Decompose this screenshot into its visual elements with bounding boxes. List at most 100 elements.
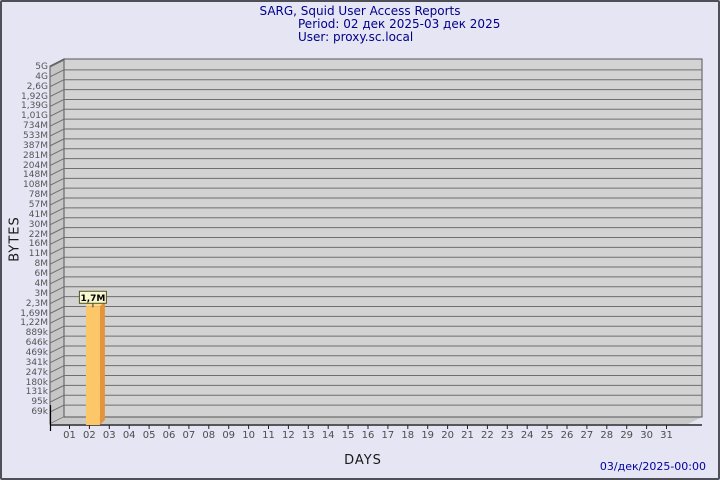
y-tick-mark — [49, 404, 65, 413]
y-tick-label: 95k — [31, 397, 48, 408]
y-tick-mark — [49, 98, 65, 107]
y-tick-mark — [49, 158, 65, 167]
y-tick-label: 30M — [28, 219, 48, 230]
x-tick-label: 11 — [262, 430, 275, 441]
y-tick-mark — [49, 296, 65, 305]
y-tick-mark — [49, 315, 65, 324]
y-tick-mark — [49, 306, 65, 314]
x-tick-label: 08 — [202, 430, 216, 441]
bar-day-02 — [85, 306, 100, 425]
x-tick-label: 17 — [381, 430, 395, 441]
y-tick-mark — [49, 69, 65, 78]
y-tick-mark — [49, 79, 65, 88]
y-tick-label: 533M — [23, 131, 48, 142]
y-tick-mark — [49, 177, 65, 186]
y-tick-label: 2,3M — [25, 298, 48, 309]
y-tick-mark — [49, 335, 65, 344]
y-tick-label: 1,22M — [20, 318, 48, 329]
x-tick-label: 27 — [580, 430, 594, 441]
y-tick-label: 1,39G — [20, 101, 48, 112]
chart-period: Period: 02 дек 2025-03 дек 2025 — [298, 17, 501, 31]
y-tick-label: 11M — [28, 249, 48, 260]
chart-title: SARG, Squid User Access Reports — [259, 4, 461, 18]
x-tick-label: 03 — [102, 430, 116, 441]
x-tick-label: 01 — [63, 430, 76, 441]
x-tick-label: 04 — [122, 430, 136, 441]
y-tick-label: 131k — [25, 387, 48, 398]
x-tick-label: 12 — [282, 430, 295, 441]
y-tick-mark — [49, 207, 65, 216]
x-tick-label: 02 — [83, 430, 96, 441]
x-tick-label: 30 — [640, 430, 653, 441]
generation-timestamp: 03/дек/2025-00:00 — [599, 460, 706, 473]
x-tick-label: 25 — [540, 430, 554, 441]
x-tick-label: 07 — [182, 430, 196, 441]
x-tick-label: 18 — [401, 430, 415, 441]
x-tick-label: 09 — [222, 430, 236, 441]
bar-value-box — [78, 290, 107, 304]
y-tick-label: 69k — [31, 407, 48, 418]
y-tick-label: 6M — [34, 269, 49, 280]
y-tick-mark — [49, 256, 65, 265]
y-tick-label: 204M — [23, 160, 48, 171]
y-tick-label: 281M — [23, 150, 48, 161]
y-tick-mark — [49, 89, 65, 98]
y-tick-mark — [49, 148, 65, 157]
x-tick-label: 15 — [341, 430, 355, 441]
y-tick-label: 22M — [28, 229, 48, 240]
y-tick-label: 1,92G — [20, 91, 48, 102]
y-tick-label: 646k — [25, 338, 48, 349]
y-tick-mark — [49, 197, 65, 206]
x-tick-label: 13 — [301, 430, 315, 441]
x-tick-label: 23 — [500, 430, 514, 441]
x-tick-label: 16 — [361, 430, 375, 441]
x-tick-label: 21 — [461, 430, 474, 441]
x-tick-label: 20 — [441, 430, 454, 441]
y-tick-label: 3M — [34, 288, 49, 299]
y-axis-title: BYTES — [7, 216, 23, 262]
x-tick-label: 06 — [162, 430, 176, 441]
chart-user: User: proxy.sc.local — [298, 30, 414, 44]
y-tick-label: 57M — [28, 200, 48, 211]
y-tick-mark — [49, 187, 65, 196]
y-tick-label: 148M — [23, 170, 48, 181]
y-tick-label: 8M — [34, 259, 49, 270]
y-tick-mark — [49, 266, 65, 275]
y-tick-mark — [49, 168, 65, 176]
x-tick-label: 29 — [620, 430, 634, 441]
y-tick-mark — [49, 246, 65, 255]
y-tick-label: 1,69M — [20, 308, 48, 319]
y-tick-mark — [49, 375, 65, 383]
y-tick-label: 1,01G — [20, 111, 48, 122]
y-tick-mark — [49, 227, 65, 236]
y-tick-label: 16M — [28, 239, 48, 250]
y-tick-mark — [49, 345, 65, 354]
x-tick-label: 10 — [242, 430, 255, 441]
y-tick-label: 41M — [28, 209, 48, 220]
y-tick-label: 2,6G — [26, 81, 48, 92]
x-tick-label: 26 — [560, 430, 574, 441]
y-tick-mark — [49, 365, 65, 374]
y-tick-label: 4M — [34, 278, 49, 289]
y-tick-label: 4G — [35, 71, 48, 82]
y-tick-label: 889k — [25, 328, 48, 339]
y-tick-mark — [49, 276, 65, 285]
y-tick-label: 108M — [23, 180, 48, 191]
y-tick-mark — [49, 59, 65, 68]
y-tick-mark — [49, 286, 65, 295]
y-tick-label: 5G — [35, 62, 48, 72]
x-tick-label: 28 — [600, 430, 614, 441]
x-tick-label: 19 — [421, 430, 435, 441]
floor — [50, 417, 702, 424]
y-tick-label: 247k — [25, 367, 48, 378]
bar-value-label: 1,7M — [80, 294, 105, 304]
y-tick-mark — [49, 384, 65, 393]
y-tick-label: 341k — [25, 357, 48, 368]
y-tick-mark — [49, 325, 65, 334]
x-tick-label: 22 — [481, 430, 494, 441]
y-tick-mark — [49, 355, 65, 364]
x-tick-label: 24 — [520, 430, 534, 441]
y-tick-mark — [49, 108, 65, 117]
plot-area — [63, 58, 703, 418]
